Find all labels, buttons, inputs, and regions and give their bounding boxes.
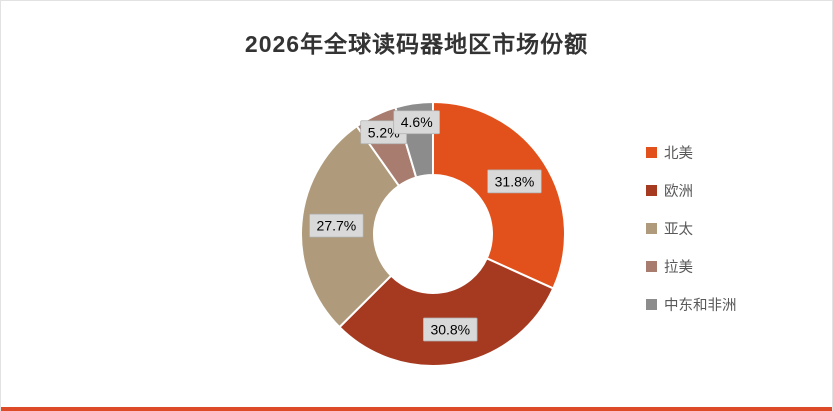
legend-label-1: 欧洲 xyxy=(664,184,693,200)
bottom-accent-line xyxy=(1,407,832,411)
legend-item-4: 中东和非洲 xyxy=(646,294,737,315)
data-label-4: 4.6% xyxy=(393,110,440,135)
chart-title: 2026年全球读码器地区市场份额 xyxy=(244,31,589,57)
chart-legend: 北美欧洲亚太拉美中东和非洲 xyxy=(646,142,737,315)
legend-label-2: 亚太 xyxy=(664,222,693,238)
svg-text:27.7%: 27.7% xyxy=(317,218,357,234)
pie-slice-0 xyxy=(432,101,566,290)
legend-item-2: 亚太 xyxy=(646,218,737,239)
data-label-0: 31.8% xyxy=(487,169,542,194)
legend-swatch-0 xyxy=(646,147,657,158)
legend-swatch-4 xyxy=(646,299,657,310)
legend-swatch-2 xyxy=(646,223,657,234)
svg-text:31.8%: 31.8% xyxy=(495,173,535,189)
svg-text:4.6%: 4.6% xyxy=(401,114,433,130)
legend-item-0: 北美 xyxy=(646,142,737,163)
svg-text:5.2%: 5.2% xyxy=(368,124,400,140)
legend-swatch-3 xyxy=(646,261,657,272)
legend-item-1: 欧洲 xyxy=(646,180,737,201)
legend-label-3: 拉美 xyxy=(664,260,693,276)
legend-item-3: 拉美 xyxy=(646,256,737,277)
svg-text:30.8%: 30.8% xyxy=(430,322,470,338)
legend-label-4: 中东和非洲 xyxy=(664,298,737,314)
pie-slice-1 xyxy=(338,257,555,368)
legend-swatch-1 xyxy=(646,185,657,196)
data-label-2: 27.7% xyxy=(309,213,364,238)
data-label-1: 30.8% xyxy=(423,317,478,342)
legend-label-0: 北美 xyxy=(664,146,693,162)
